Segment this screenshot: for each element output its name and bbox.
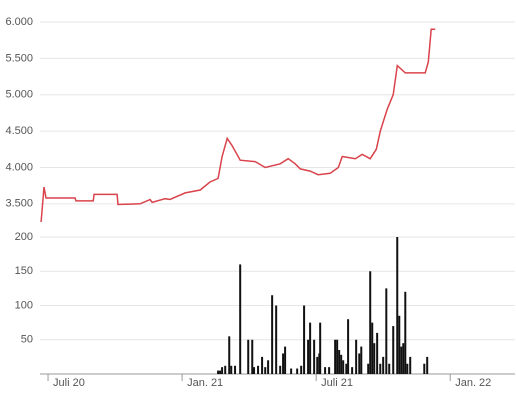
volume-bar bbox=[303, 305, 306, 374]
price-line bbox=[40, 28, 436, 223]
x-tick-label: Juli 21 bbox=[321, 377, 353, 389]
volume-bar bbox=[382, 356, 385, 374]
y-tick-label: 50 bbox=[21, 334, 33, 346]
volume-bar bbox=[253, 367, 256, 374]
y-tick-label: 5.000 bbox=[5, 89, 33, 101]
y-tick-label: 100 bbox=[15, 299, 33, 311]
volume-bar bbox=[239, 264, 242, 374]
volume-bar bbox=[261, 356, 264, 374]
volume-bar bbox=[247, 339, 250, 374]
y-tick-label: 6.000 bbox=[5, 16, 33, 28]
volume-bar bbox=[336, 339, 339, 374]
y-tick-label: 150 bbox=[15, 265, 33, 277]
volume-bar bbox=[228, 336, 231, 374]
volume-bar bbox=[324, 367, 327, 374]
volume-bar bbox=[275, 305, 278, 374]
volume-bar bbox=[230, 365, 233, 374]
volume-bar bbox=[264, 367, 267, 374]
volume-bar bbox=[376, 332, 379, 374]
x-tick-label: Jan. 21 bbox=[187, 377, 223, 389]
volume-bar bbox=[358, 353, 361, 374]
volume-bar bbox=[406, 363, 409, 374]
volume-bar bbox=[267, 360, 270, 374]
volume-bar bbox=[402, 343, 405, 374]
volume-bar bbox=[423, 363, 426, 374]
y-tick-label: 200 bbox=[15, 231, 33, 243]
volume-bar bbox=[340, 354, 343, 374]
volume-bar bbox=[234, 365, 237, 374]
volume-bar bbox=[334, 339, 337, 374]
volume-bar bbox=[309, 322, 312, 374]
volume-bar bbox=[409, 356, 412, 374]
volume-bar bbox=[284, 346, 287, 374]
volume-bar bbox=[347, 319, 350, 374]
volume-bar bbox=[388, 363, 391, 374]
volume-bar bbox=[338, 350, 341, 374]
y-tick-label: 4.000 bbox=[5, 161, 33, 173]
volume-bar bbox=[300, 365, 303, 374]
volume-bar bbox=[217, 370, 220, 374]
volume-bar bbox=[342, 360, 345, 374]
volume-bar bbox=[307, 339, 310, 374]
volume-bar bbox=[379, 363, 382, 374]
volume-bar bbox=[221, 367, 224, 374]
volume-bar bbox=[385, 288, 388, 374]
volume-bar bbox=[345, 363, 348, 374]
volume-bar bbox=[296, 368, 299, 374]
volume-bar bbox=[251, 339, 254, 374]
volume-bar bbox=[316, 356, 319, 374]
volume-bar bbox=[313, 339, 316, 374]
volume-bar bbox=[373, 343, 376, 374]
volume-bar bbox=[328, 367, 331, 374]
volume-bar bbox=[319, 322, 322, 374]
volume-bar bbox=[367, 363, 370, 374]
volume-bar bbox=[219, 370, 222, 374]
y-tick-label: 4.500 bbox=[5, 125, 33, 137]
volume-bar bbox=[398, 315, 401, 374]
volume-bar bbox=[224, 365, 227, 374]
volume-bar bbox=[404, 291, 407, 374]
volume-bar bbox=[279, 365, 282, 374]
volume-bar bbox=[400, 346, 403, 374]
volume-bar bbox=[396, 237, 399, 374]
volume-bar bbox=[271, 295, 274, 374]
volume-bar bbox=[257, 365, 260, 374]
volume-bar bbox=[392, 326, 395, 374]
x-tick-label: Jan. 22 bbox=[455, 377, 491, 389]
y-tick-label: 5.500 bbox=[5, 52, 33, 64]
volume-bar bbox=[290, 368, 293, 374]
volume-bar bbox=[426, 356, 429, 374]
volume-bar bbox=[369, 271, 372, 374]
volume-bar bbox=[351, 367, 354, 374]
volume-bar bbox=[355, 339, 358, 374]
volume-bar bbox=[282, 353, 285, 374]
volume-bar bbox=[371, 322, 374, 374]
x-tick-label: Juli 20 bbox=[53, 377, 85, 389]
y-tick-label: 3.500 bbox=[5, 198, 33, 210]
volume-bar bbox=[360, 346, 363, 374]
